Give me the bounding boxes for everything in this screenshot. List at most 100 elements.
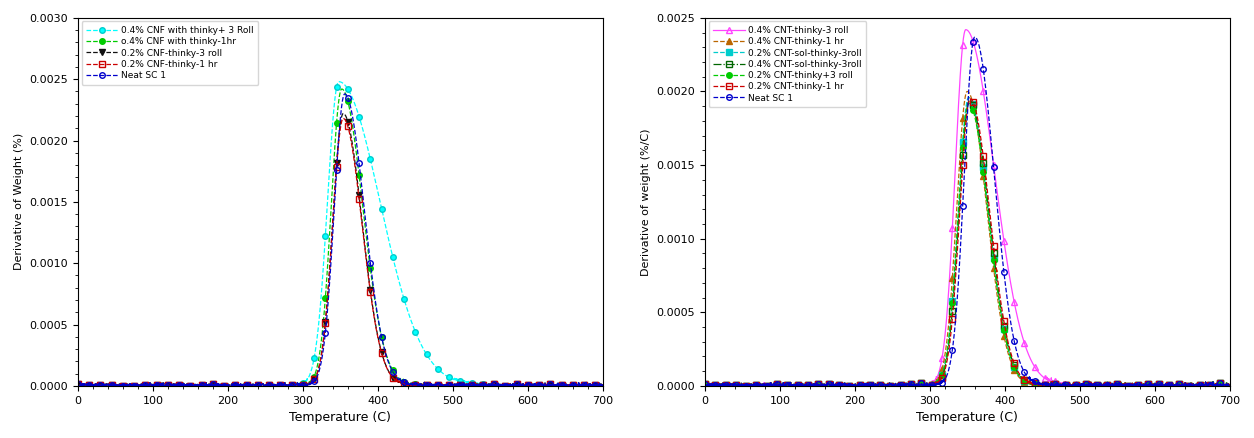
- Line: 0.2% CNT-thinky+3 roll: 0.2% CNT-thinky+3 roll: [702, 100, 1233, 389]
- 0.2% CNF-thinky-3 roll: [484, 381, 499, 386]
- 0.2% CNT-thinky+3 roll: [1014, 376, 1030, 381]
- 0.2% CNT-thinky+3 roll: [1111, 381, 1126, 386]
- 0.2% CNT-sol-thinky-3roll: [1223, 382, 1238, 388]
- 0.4% CNT-thinky-3 roll: [958, 27, 973, 32]
- Line: 0.4% CNT-thinky-3 roll: 0.4% CNT-thinky-3 roll: [702, 27, 1233, 389]
- Line: 0.2% CNF-thinky-3 roll: 0.2% CNF-thinky-3 roll: [75, 111, 606, 389]
- Neat SC 1: [893, 383, 908, 388]
- 0.4% CNF with thinky+ 3 Roll: [226, 383, 241, 389]
- Line: 0.2% CNF-thinky-1 hr: 0.2% CNF-thinky-1 hr: [75, 116, 606, 389]
- 0.4% CNT-sol-thinky-3roll: [1219, 382, 1234, 387]
- X-axis label: Temperature (C): Temperature (C): [290, 411, 391, 424]
- o.4% CNF with thinky-1hr: [335, 86, 350, 92]
- 0.4% CNT-thinky-1 hr: [697, 381, 712, 386]
- 0.2% CNT-thinky-1 hr: [1130, 382, 1145, 387]
- Neat SC 1: [337, 91, 352, 96]
- 0.4% CNF with thinky+ 3 Roll: [307, 353, 322, 358]
- Line: 0.4% CNF with thinky+ 3 Roll: 0.4% CNF with thinky+ 3 Roll: [75, 79, 606, 389]
- 0.2% CNT-thinky+3 roll: [697, 381, 712, 386]
- 0.4% CNT-thinky-1 hr: [893, 383, 908, 388]
- o.4% CNF with thinky-1hr: [226, 383, 241, 389]
- 0.4% CNF with thinky+ 3 Roll: [70, 381, 85, 387]
- 0.2% CNF-thinky-1 hr: [503, 382, 518, 387]
- 0.2% CNF-thinky-3 roll: [70, 381, 85, 387]
- 0.4% CNT-thinky-1 hr: [1111, 381, 1126, 386]
- 0.4% CNT-thinky-3 roll: [1111, 381, 1126, 386]
- 0.2% CNT-sol-thinky-3roll: [1111, 381, 1126, 386]
- Neat SC 1: [226, 383, 241, 389]
- 0.2% CNT-thinky-1 hr: [697, 381, 712, 386]
- 0.2% CNT-sol-thinky-3roll: [853, 383, 868, 389]
- 0.2% CNT-thinky+3 roll: [1130, 382, 1145, 387]
- Neat SC 1: [934, 380, 949, 385]
- 0.4% CNT-thinky-1 hr: [1130, 382, 1145, 387]
- 0.2% CNT-sol-thinky-3roll: [962, 95, 977, 100]
- 0.4% CNT-thinky-1 hr: [1014, 377, 1030, 382]
- Neat SC 1: [1111, 381, 1126, 386]
- 0.4% CNT-sol-thinky-3roll: [853, 383, 868, 389]
- 0.4% CNT-thinky-1 hr: [1219, 382, 1234, 387]
- 0.2% CNT-thinky-1 hr: [853, 383, 868, 389]
- 0.4% CNF with thinky+ 3 Roll: [331, 79, 346, 84]
- Neat SC 1: [1014, 366, 1030, 371]
- 0.2% CNT-thinky+3 roll: [853, 383, 868, 389]
- 0.2% CNF-thinky-1 hr: [70, 381, 85, 387]
- 0.4% CNT-sol-thinky-3roll: [697, 381, 712, 386]
- Line: o.4% CNF with thinky-1hr: o.4% CNF with thinky-1hr: [75, 86, 606, 389]
- Line: 0.4% CNT-sol-thinky-3roll: 0.4% CNT-sol-thinky-3roll: [702, 98, 1233, 389]
- 0.2% CNF-thinky-3 roll: [387, 377, 403, 382]
- 0.4% CNT-thinky-3 roll: [697, 381, 712, 386]
- 0.4% CNT-thinky-1 hr: [853, 383, 868, 389]
- Neat SC 1: [307, 378, 322, 383]
- Y-axis label: Derivative of weight (%/C): Derivative of weight (%/C): [641, 128, 651, 276]
- 0.2% CNF-thinky-3 roll: [592, 382, 607, 387]
- 0.2% CNT-thinky+3 roll: [1223, 382, 1238, 388]
- 0.2% CNF-thinky-3 roll: [336, 111, 351, 116]
- Neat SC 1: [70, 381, 85, 387]
- o.4% CNF with thinky-1hr: [592, 382, 607, 387]
- 0.4% CNT-thinky-3 roll: [1130, 382, 1145, 387]
- 0.4% CNF with thinky+ 3 Roll: [484, 381, 499, 386]
- 0.2% CNF-thinky-3 roll: [503, 382, 518, 387]
- 0.2% CNT-thinky-1 hr: [1111, 381, 1126, 386]
- 0.2% CNF-thinky-3 roll: [226, 383, 241, 389]
- Line: 0.2% CNT-thinky-1 hr: 0.2% CNT-thinky-1 hr: [702, 96, 1233, 389]
- o.4% CNF with thinky-1hr: [596, 382, 611, 388]
- Neat SC 1: [1219, 382, 1234, 387]
- 0.2% CNT-thinky-1 hr: [893, 383, 908, 388]
- 0.2% CNF-thinky-1 hr: [266, 383, 281, 388]
- Neat SC 1: [503, 382, 518, 387]
- 0.2% CNT-sol-thinky-3roll: [934, 373, 949, 378]
- 0.4% CNF with thinky+ 3 Roll: [503, 382, 518, 387]
- 0.2% CNT-sol-thinky-3roll: [1219, 382, 1234, 387]
- 0.4% CNF with thinky+ 3 Roll: [596, 382, 611, 388]
- Neat SC 1: [484, 381, 499, 386]
- Line: 0.4% CNT-thinky-1 hr: 0.4% CNT-thinky-1 hr: [702, 89, 1233, 389]
- 0.4% CNT-thinky-1 hr: [1223, 382, 1238, 388]
- o.4% CNF with thinky-1hr: [307, 373, 322, 378]
- 0.2% CNF-thinky-1 hr: [307, 377, 322, 382]
- 0.4% CNT-sol-thinky-3roll: [893, 383, 908, 388]
- Legend: 0.4% CNT-thinky-3 roll, 0.4% CNT-thinky-1 hr, 0.2% CNT-sol-thinky-3roll, 0.4% CN: 0.4% CNT-thinky-3 roll, 0.4% CNT-thinky-…: [709, 21, 867, 107]
- 0.4% CNT-sol-thinky-3roll: [1014, 375, 1030, 380]
- 0.2% CNF-thinky-1 hr: [387, 377, 403, 382]
- 0.2% CNF-thinky-3 roll: [307, 377, 322, 382]
- 0.4% CNT-thinky-3 roll: [934, 358, 949, 363]
- Neat SC 1: [592, 382, 607, 387]
- Neat SC 1: [697, 381, 712, 386]
- Neat SC 1: [387, 374, 403, 379]
- Neat SC 1: [967, 35, 982, 40]
- Legend: 0.4% CNF with thinky+ 3 Roll, o.4% CNF with thinky-1hr, 0.2% CNF-thinky-3 roll, : 0.4% CNF with thinky+ 3 Roll, o.4% CNF w…: [82, 21, 258, 85]
- 0.4% CNT-thinky-3 roll: [1223, 382, 1238, 388]
- 0.2% CNF-thinky-3 roll: [266, 383, 281, 388]
- 0.2% CNT-thinky+3 roll: [893, 383, 908, 388]
- Neat SC 1: [853, 383, 868, 389]
- o.4% CNF with thinky-1hr: [503, 382, 518, 387]
- 0.2% CNF-thinky-1 hr: [336, 116, 351, 121]
- 0.2% CNT-sol-thinky-3roll: [697, 381, 712, 386]
- 0.4% CNT-sol-thinky-3roll: [1223, 382, 1238, 388]
- Line: 0.2% CNT-sol-thinky-3roll: 0.2% CNT-sol-thinky-3roll: [702, 95, 1233, 389]
- 0.4% CNT-sol-thinky-3roll: [1130, 382, 1145, 387]
- 0.4% CNT-thinky-3 roll: [1014, 335, 1030, 340]
- 0.2% CNT-sol-thinky-3roll: [1130, 382, 1145, 387]
